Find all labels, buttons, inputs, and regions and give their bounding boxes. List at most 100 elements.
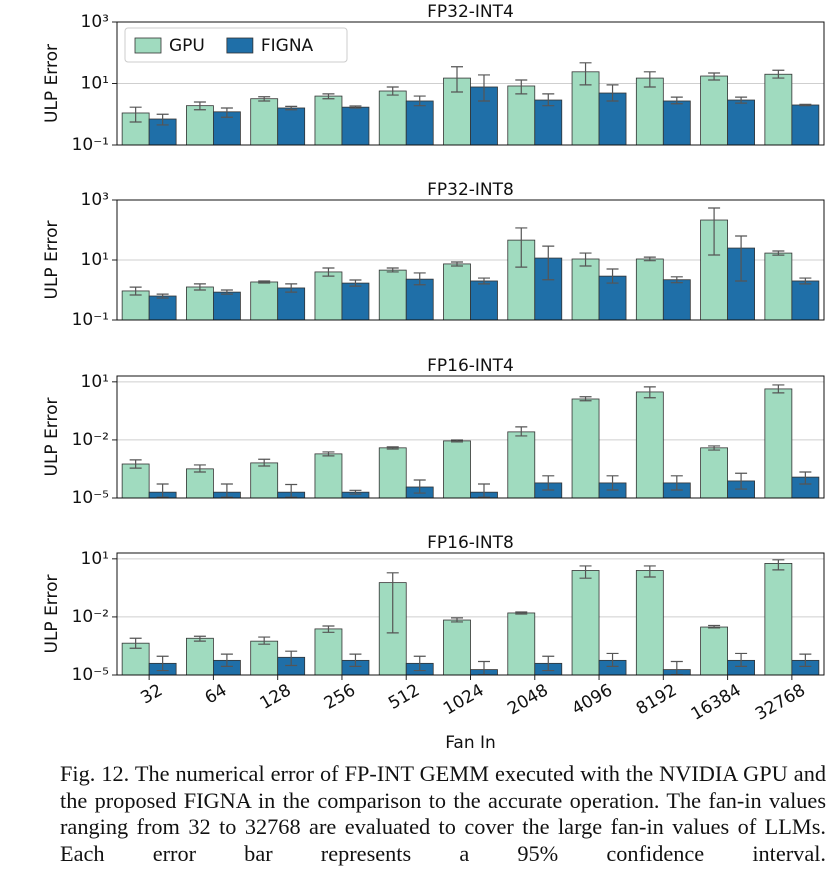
error-bar [322,93,335,100]
error-bar [643,386,656,399]
bar [635,258,664,321]
bar [598,92,627,146]
error-bar [708,72,721,81]
error-bar [129,637,142,649]
error-bar [542,93,555,107]
plot-frame [116,375,825,499]
bar [378,269,407,321]
y-tick-label: 10¹ [81,250,109,270]
chart-title: FP32-INT8 [427,180,514,200]
error-bar [477,483,490,498]
error-bar [451,439,464,443]
x-axis-label: Fan In [445,733,496,753]
error-bar [606,84,619,102]
bar [186,468,214,499]
bar [507,431,536,499]
chart-title: FP16-INT8 [427,533,514,553]
error-bar [193,635,206,642]
bar [791,280,820,321]
error-bar [220,483,233,498]
error-bar [413,479,426,494]
error-bar [451,66,464,93]
bar [186,286,214,321]
bar [764,73,793,146]
error-bar [386,267,399,273]
error-bar [735,96,748,104]
y-tick-label: 10⁻¹ [72,135,109,155]
error-bar [799,653,812,667]
bar [571,258,600,321]
bar [378,447,407,499]
bar [405,278,434,321]
x-tick-label: 2048 [504,680,551,719]
error-bar [129,286,142,296]
error-bar [515,426,528,437]
error-bar [579,62,592,86]
x-tick-label: 32768 [752,680,809,724]
bar [121,290,150,321]
error-bar [322,267,335,277]
bar [314,628,343,676]
error-bar [220,653,233,667]
bar [443,440,471,499]
error-bar [477,277,490,285]
plot-frame [116,21,825,146]
bar [186,105,214,146]
y-tick-label: 10³ [81,190,109,210]
error-bar [129,106,142,123]
error-bar [799,277,812,285]
bar [148,295,177,321]
y-axis-label: ULP Error [42,220,62,299]
x-tick-label: 512 [385,680,423,714]
error-bar [670,475,683,491]
bar [791,104,820,146]
bar [571,398,600,499]
error-bar [542,475,555,491]
y-tick-label: 10¹ [81,74,109,94]
error-bar [708,445,721,451]
error-bar [193,283,206,291]
error-bar [606,652,619,667]
y-axis-label: ULP Error [42,44,62,123]
bar [700,447,728,499]
bar [635,77,664,146]
error-bar [670,276,683,284]
x-tick-label: 64 [202,680,231,708]
bar [121,463,150,499]
error-bar [451,617,464,623]
error-bar [258,636,271,645]
legend-swatch [134,37,162,54]
error-bar [220,107,233,118]
chart-title: FP16-INT4 [427,356,514,376]
error-bar [772,559,785,571]
bar [635,570,664,676]
bar [405,100,434,146]
bar [470,280,498,321]
bar [213,291,241,321]
bar [314,453,343,499]
error-bar [708,624,721,629]
bar [571,570,600,676]
bar [250,462,279,499]
bar [250,281,279,321]
error-bar [735,235,748,282]
legend-swatch [226,37,254,54]
error-bar [258,280,271,284]
error-bar [542,245,555,281]
error-bar [156,293,169,299]
error-bar [258,96,271,102]
error-bar [386,86,399,96]
bar [250,640,279,676]
error-bar [413,95,426,107]
error-bar [708,207,721,256]
error-bar [579,396,592,402]
error-bar [542,655,555,672]
y-tick-label: 10⁻¹ [72,310,109,330]
bar [635,391,664,499]
error-bar [285,483,298,498]
y-tick-label: 10⁻² [72,607,109,627]
bar [186,637,214,676]
error-bar [735,652,748,667]
bar [700,626,728,676]
